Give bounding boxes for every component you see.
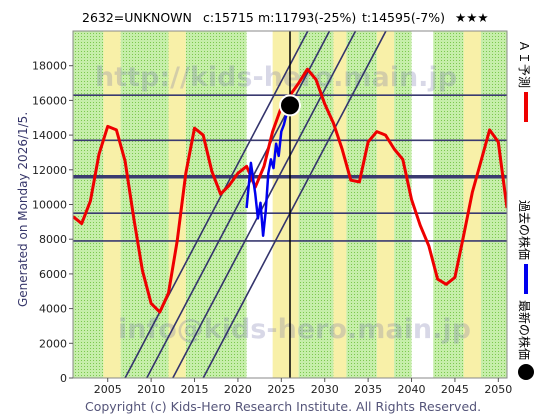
y-tick-label: 4000 <box>39 303 67 316</box>
legend-swatch <box>518 364 534 380</box>
background-band <box>480 31 507 378</box>
x-tick-label: 2045 <box>441 383 469 396</box>
watermark: http://kids-hero.main.jp info@kids-hero.… <box>95 62 471 345</box>
x-tick-label: 2035 <box>354 383 382 396</box>
y-tick-label: 8000 <box>39 233 67 246</box>
legend-label: ＡＩ予測 <box>517 40 531 88</box>
y-tick-label: 12000 <box>32 164 67 177</box>
plot-area: http://kids-hero.main.jp info@kids-hero.… <box>73 31 507 378</box>
x-axis-ticks: 2005 2010 2015 2020 2025 2030 2035 2040 2045 2050 <box>94 378 512 396</box>
background-band <box>168 31 186 378</box>
y-axis-ticks: 0 2000 4000 6000 8000 10000 12000 14000 16000 180… <box>32 60 73 385</box>
m-price-label: m:11793(-25%) <box>258 10 356 25</box>
y-tick-label: 0 <box>60 372 67 385</box>
t-price-label: t:14595(-7%) <box>362 10 445 25</box>
y-tick-label: 14000 <box>32 129 67 142</box>
y-tick-label: 18000 <box>32 60 67 73</box>
x-tick-label: 2005 <box>94 383 122 396</box>
trend-line <box>172 31 357 378</box>
background-band <box>376 31 395 378</box>
background-band <box>298 31 334 378</box>
background-band <box>103 31 121 378</box>
rating-stars: ★★★ <box>455 10 489 25</box>
watermark-email: info@kids-hero.main.jp <box>118 314 471 345</box>
latest-marker-layer <box>279 31 301 378</box>
background-band <box>333 31 347 378</box>
y-tick-label: 10000 <box>32 199 67 212</box>
background-band <box>411 31 434 378</box>
header: 2632=UNKNOWN c:15715 m:11793(-25%) t:145… <box>82 10 489 25</box>
generated-date-label: Generated on Monday 2026/1/5. <box>16 112 30 307</box>
y-tick-label: 6000 <box>39 268 67 281</box>
watermark-url: http://kids-hero.main.jp <box>95 62 457 93</box>
x-tick-label: 2015 <box>181 383 209 396</box>
x-tick-label: 2010 <box>137 383 165 396</box>
background-band <box>394 31 412 378</box>
x-tick-label: 2025 <box>267 383 295 396</box>
x-tick-label: 2030 <box>311 383 339 396</box>
y-tick-label: 2000 <box>39 337 67 350</box>
trend-line <box>202 31 387 378</box>
x-tick-label: 2040 <box>398 383 426 396</box>
legend-label: 最新の株価 <box>517 300 532 360</box>
legend-label: 過去の株価 <box>517 200 532 260</box>
current-price-label: c:15715 <box>203 10 254 25</box>
background-band <box>120 31 169 378</box>
x-tick-label: 2020 <box>224 383 252 396</box>
background-band <box>346 31 377 378</box>
x-tick-label: 2050 <box>484 383 512 396</box>
copyright-footer: Copyright (c) Kids-Hero Research Institu… <box>85 399 481 414</box>
past-price-line <box>245 104 292 237</box>
ticker-label: 2632=UNKNOWN <box>82 10 192 25</box>
y-tick-label: 16000 <box>32 94 67 107</box>
background-band <box>463 31 481 378</box>
latest-price-dot <box>279 94 301 117</box>
background-band <box>433 31 464 378</box>
